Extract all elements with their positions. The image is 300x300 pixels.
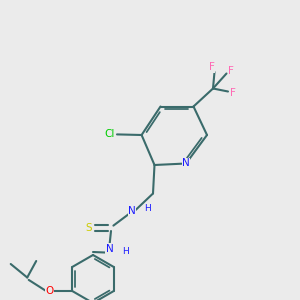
Text: N: N [128,206,136,217]
Text: O: O [46,286,54,296]
Text: H: H [122,248,128,256]
Text: S: S [85,223,92,233]
Text: H: H [144,204,151,213]
Text: F: F [208,62,214,73]
Text: F: F [230,88,236,98]
Text: Cl: Cl [104,129,115,140]
Text: N: N [106,244,113,254]
Text: F: F [228,65,234,76]
Text: N: N [182,158,190,169]
